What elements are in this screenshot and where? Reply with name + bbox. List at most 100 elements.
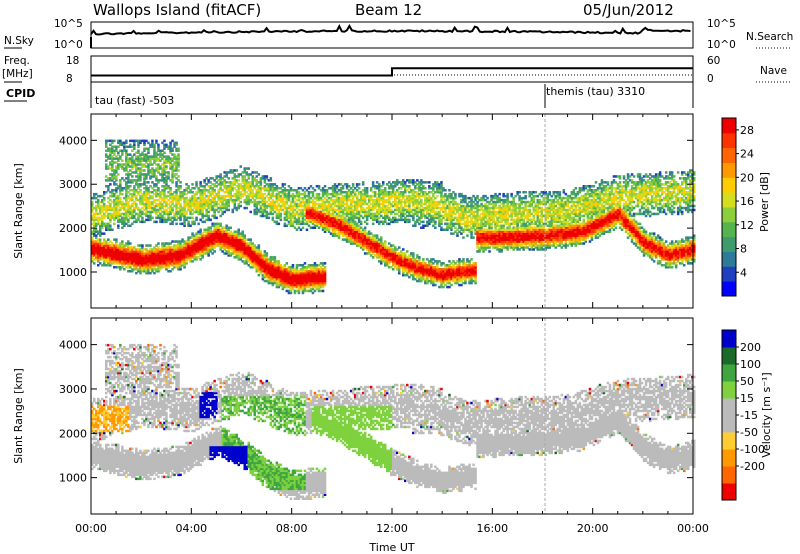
power-cell xyxy=(125,163,128,166)
power-cell xyxy=(169,206,172,210)
power-cell xyxy=(97,246,100,249)
power-cell xyxy=(161,192,164,196)
power-cell xyxy=(171,173,174,176)
power-cell xyxy=(115,187,118,190)
power-cell xyxy=(153,250,156,253)
power-cell xyxy=(101,256,104,259)
power-cell xyxy=(217,242,220,245)
power-cell xyxy=(123,169,126,172)
power-cell xyxy=(241,192,244,196)
power-cell xyxy=(103,260,106,263)
power-cell xyxy=(139,271,142,275)
power-cell xyxy=(217,238,220,241)
power-cell xyxy=(263,192,267,196)
power-cell xyxy=(119,155,122,158)
power-cell xyxy=(217,228,220,231)
power-cell xyxy=(139,202,142,206)
power-cell xyxy=(257,250,261,253)
power-cell xyxy=(139,173,142,176)
power-cell xyxy=(175,200,178,204)
power-cell xyxy=(107,246,110,249)
power-cell xyxy=(115,171,118,174)
power-cell xyxy=(169,246,172,249)
power-cell xyxy=(181,210,184,214)
power-cell xyxy=(117,167,120,170)
power-cell xyxy=(97,248,100,251)
power-cell xyxy=(263,279,267,283)
power-cell xyxy=(165,248,168,251)
power-cell xyxy=(123,163,126,166)
power-cell xyxy=(133,250,136,253)
power-cell xyxy=(177,159,180,162)
power-cell xyxy=(119,208,122,212)
power-cell xyxy=(245,258,248,261)
power-cell xyxy=(239,238,242,241)
power-cell xyxy=(131,194,134,198)
power-cell xyxy=(173,248,176,251)
power-cell xyxy=(165,208,168,212)
power-cell xyxy=(95,208,98,212)
power-cell xyxy=(189,198,192,202)
power-cell xyxy=(233,169,236,172)
power-cell xyxy=(145,139,148,143)
power-cell xyxy=(117,151,120,154)
power-cell xyxy=(103,246,106,249)
power-cell xyxy=(199,212,202,216)
power-cell xyxy=(201,210,204,214)
power-cell xyxy=(97,252,100,255)
power-cell xyxy=(245,202,248,206)
power-cell xyxy=(181,240,184,243)
power-cell xyxy=(259,270,263,273)
power-cell xyxy=(115,165,118,168)
power-cell xyxy=(161,155,164,158)
power-cell xyxy=(121,202,124,206)
power-cell xyxy=(233,206,236,210)
power-cell xyxy=(187,254,190,257)
power-cell xyxy=(251,246,254,249)
power-cell xyxy=(113,260,116,263)
power-cell xyxy=(111,141,114,145)
power-cell xyxy=(163,185,166,188)
power-cell xyxy=(163,242,166,245)
power-cell xyxy=(175,256,178,259)
power-cell xyxy=(109,161,112,164)
power-cell xyxy=(129,250,132,253)
power-cell xyxy=(113,181,116,184)
power-cell xyxy=(93,216,96,220)
power-cell xyxy=(177,258,180,261)
power-cell xyxy=(167,214,170,218)
power-cell xyxy=(145,218,148,222)
power-cell xyxy=(105,159,108,162)
power-cell xyxy=(237,234,240,237)
power-cell xyxy=(149,161,152,164)
power-cell xyxy=(255,254,258,257)
power-cell xyxy=(161,169,164,172)
power-cell xyxy=(163,171,166,174)
power-cell xyxy=(279,212,283,216)
power-cell xyxy=(165,165,168,168)
power-cell xyxy=(219,228,222,231)
power-cell xyxy=(155,260,158,263)
power-cell xyxy=(175,202,178,206)
power-cell xyxy=(127,218,130,222)
power-cell xyxy=(165,181,168,184)
power-cell xyxy=(215,242,218,245)
power-cell xyxy=(203,179,206,182)
power-cell xyxy=(207,198,210,202)
power-cell xyxy=(173,153,176,156)
power-cell xyxy=(149,244,152,247)
power-cell xyxy=(227,181,230,184)
power-cell xyxy=(221,202,224,206)
power-cell xyxy=(231,238,234,241)
power-cell xyxy=(127,159,130,162)
power-cell xyxy=(123,216,126,220)
power-cell xyxy=(169,248,172,251)
power-cell xyxy=(265,270,269,273)
power-cell xyxy=(257,252,261,255)
power-cell xyxy=(213,242,216,245)
power-cell xyxy=(227,171,230,174)
power-cell xyxy=(101,200,104,204)
power-cell xyxy=(193,210,196,214)
power-cell xyxy=(107,238,110,241)
